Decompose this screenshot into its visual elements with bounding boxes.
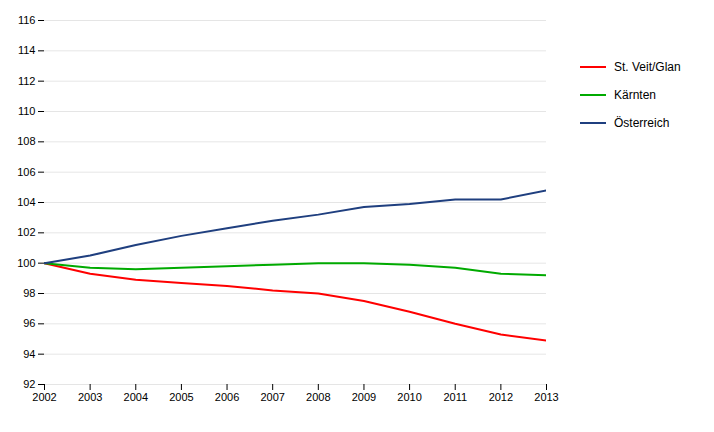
svg-text:112: 112: [18, 75, 36, 87]
svg-text:94: 94: [23, 348, 35, 360]
svg-text:102: 102: [17, 226, 35, 238]
svg-text:2002: 2002: [32, 391, 56, 403]
html-text:Kärnten: Kärnten: [614, 88, 656, 102]
svg-text:2005: 2005: [169, 391, 193, 403]
svg-text:2006: 2006: [215, 391, 239, 403]
svg-text:92: 92: [23, 378, 35, 390]
svg-text:2004: 2004: [124, 391, 148, 403]
svg-text:2012: 2012: [489, 391, 513, 403]
svg-text:116: 116: [18, 14, 36, 26]
svg-text:2011: 2011: [443, 391, 467, 403]
svg-text:2007: 2007: [260, 391, 284, 403]
svg-text:110: 110: [18, 105, 36, 117]
svg-text:114: 114: [18, 44, 36, 56]
svg-text:2003: 2003: [78, 391, 102, 403]
svg-text:104: 104: [17, 196, 35, 208]
svg-text:98: 98: [23, 287, 35, 299]
svg-text:2013: 2013: [534, 391, 558, 403]
svg-text:2009: 2009: [352, 391, 376, 403]
svg-text:2010: 2010: [397, 391, 421, 403]
svg-text:106: 106: [17, 166, 35, 178]
svg-text:100: 100: [17, 257, 35, 269]
html-text:St. Veit/Glan: St. Veit/Glan: [614, 60, 681, 74]
svg-text:2008: 2008: [306, 391, 330, 403]
html-text:Österreich: Österreich: [614, 116, 670, 130]
svg-text:108: 108: [17, 135, 35, 147]
svg-text:96: 96: [23, 317, 35, 329]
